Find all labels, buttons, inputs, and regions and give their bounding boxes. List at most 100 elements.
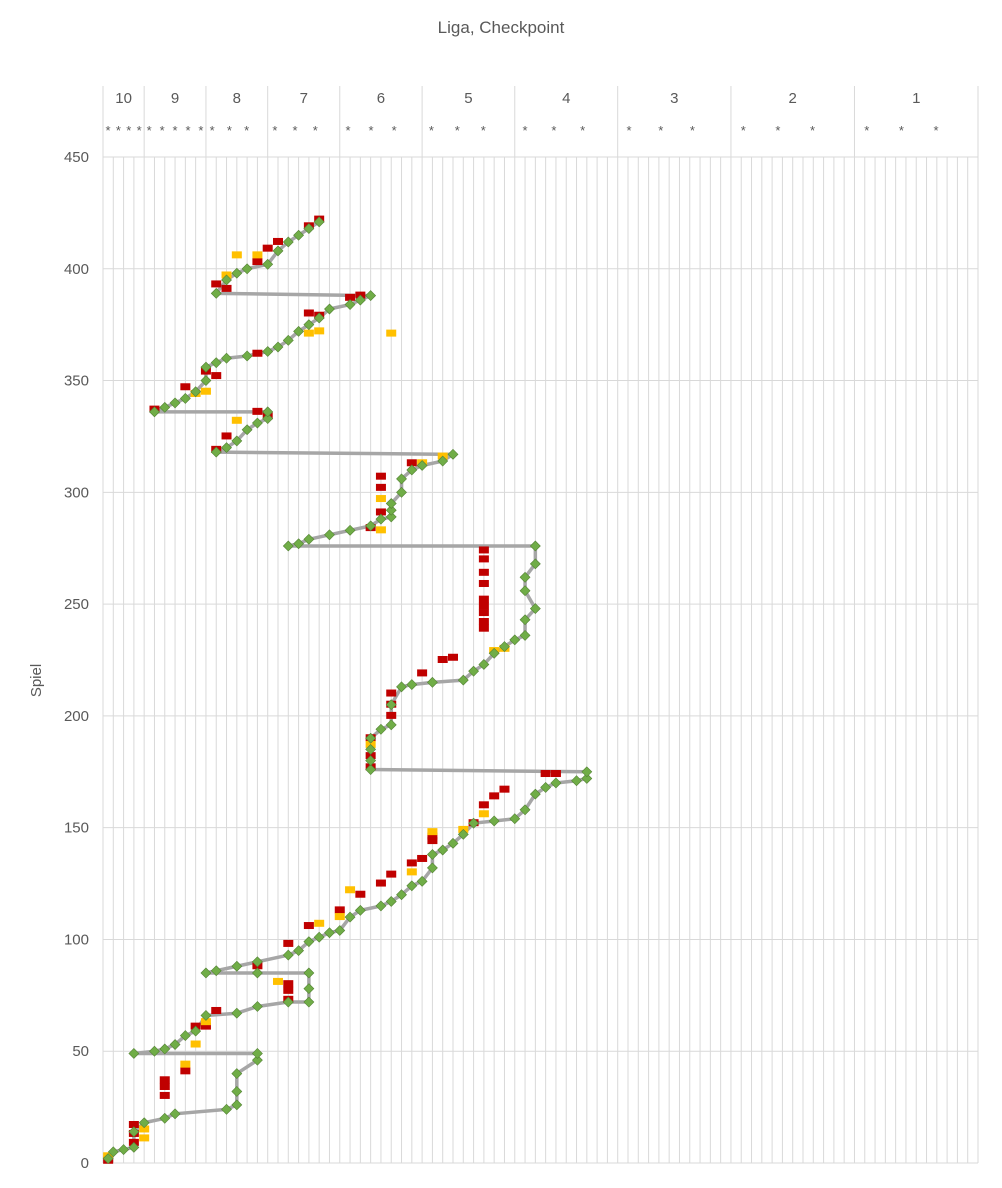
win-marker [344, 911, 356, 923]
win-marker [231, 1007, 243, 1019]
level-label: 6 [377, 90, 385, 107]
level-label: 10 [115, 90, 132, 107]
win-marker [210, 357, 222, 369]
win-marker [426, 849, 438, 860]
loss-marker [128, 1120, 139, 1128]
checkpoint-marker: * [741, 123, 746, 138]
win-marker [128, 1141, 140, 1153]
win-marker [282, 949, 294, 961]
loss-marker [478, 617, 489, 625]
checkpoint-marker: * [551, 123, 556, 138]
loss-marker [406, 459, 417, 467]
checkpoint-marker: * [864, 123, 869, 138]
loss-marker [221, 432, 232, 440]
checkpoint-marker: * [313, 123, 318, 138]
career-path-line [106, 220, 589, 1160]
loss-marker [283, 980, 294, 988]
win-marker [128, 1048, 140, 1059]
loss-marker [478, 595, 489, 603]
checkpoint-marker: * [775, 123, 780, 138]
checkpoint-marker: * [933, 123, 938, 138]
win-marker [149, 1045, 160, 1057]
loss-marker [375, 879, 386, 887]
win-marker [251, 417, 263, 429]
win-marker [231, 1086, 243, 1097]
win-marker [488, 647, 500, 659]
draw-marker [386, 329, 397, 337]
win-marker [221, 274, 232, 286]
loss-marker [386, 689, 397, 697]
loss-marker [334, 906, 345, 914]
loss-marker [406, 859, 417, 867]
win-marker [272, 245, 284, 257]
win-marker [406, 880, 418, 892]
win-marker [396, 889, 407, 901]
loss-marker [283, 986, 294, 994]
win-marker [457, 674, 469, 686]
y-tick-label: 0 [81, 1155, 89, 1172]
win-marker [385, 896, 397, 907]
level-label: 1 [912, 90, 920, 107]
draw-marker [180, 1060, 191, 1068]
chart-title: Liga, Checkpoint [437, 18, 565, 37]
win-marker [303, 319, 315, 331]
checkpoint-marker: * [198, 123, 203, 138]
win-marker [499, 641, 510, 653]
loss-marker [211, 372, 222, 380]
loss-marker [303, 922, 314, 930]
checkpoint-marker: * [185, 123, 190, 138]
win-marker [365, 743, 377, 755]
checkpoint-marker: * [105, 123, 110, 138]
loss-marker [499, 785, 510, 793]
win-marker [375, 900, 387, 912]
draw-marker [345, 886, 356, 894]
win-marker [396, 486, 407, 498]
loss-marker [478, 568, 489, 576]
checkpoint-marker: * [455, 123, 460, 138]
checkpoint-marker: * [160, 123, 165, 138]
loss-marker [478, 555, 489, 563]
win-marker [313, 931, 325, 943]
loss-marker [448, 653, 458, 661]
checkpoint-marker: * [626, 123, 631, 138]
loss-marker [478, 579, 489, 587]
draw-marker [200, 1018, 211, 1026]
win-marker [221, 352, 232, 364]
loss-marker [303, 309, 314, 317]
win-marker [200, 1010, 212, 1021]
win-marker [241, 424, 253, 436]
win-marker [416, 460, 428, 471]
win-marker [303, 996, 315, 1008]
checkpoint-marker: * [345, 123, 350, 138]
checkpoint-marker: * [580, 123, 585, 138]
win-marker [365, 520, 377, 532]
y-tick-label: 50 [72, 1043, 89, 1060]
win-marker [324, 529, 335, 541]
win-marker [375, 513, 387, 525]
checkpoint-marker: * [481, 123, 486, 138]
win-marker [385, 511, 397, 523]
y-tick-label: 150 [64, 820, 89, 837]
loss-marker [159, 1082, 170, 1090]
win-marker [251, 1001, 263, 1012]
loss-marker [417, 669, 428, 677]
level-label: 7 [300, 90, 308, 107]
y-tick-label: 300 [64, 484, 89, 501]
loss-marker [427, 837, 438, 845]
checkpoint-marker: * [899, 123, 904, 138]
win-marker [200, 967, 212, 979]
win-marker [231, 960, 243, 972]
win-marker [385, 498, 397, 509]
loss-marker [427, 832, 438, 840]
loss-marker [159, 1091, 170, 1099]
win-marker [519, 571, 531, 583]
win-marker [169, 1108, 181, 1120]
win-marker [262, 258, 274, 270]
checkpoint-marker: * [658, 123, 663, 138]
draw-marker [478, 810, 489, 818]
checkpoint-marker: * [227, 123, 232, 138]
win-marker [509, 813, 521, 825]
loss-marker [478, 546, 489, 554]
draw-marker [427, 828, 438, 836]
